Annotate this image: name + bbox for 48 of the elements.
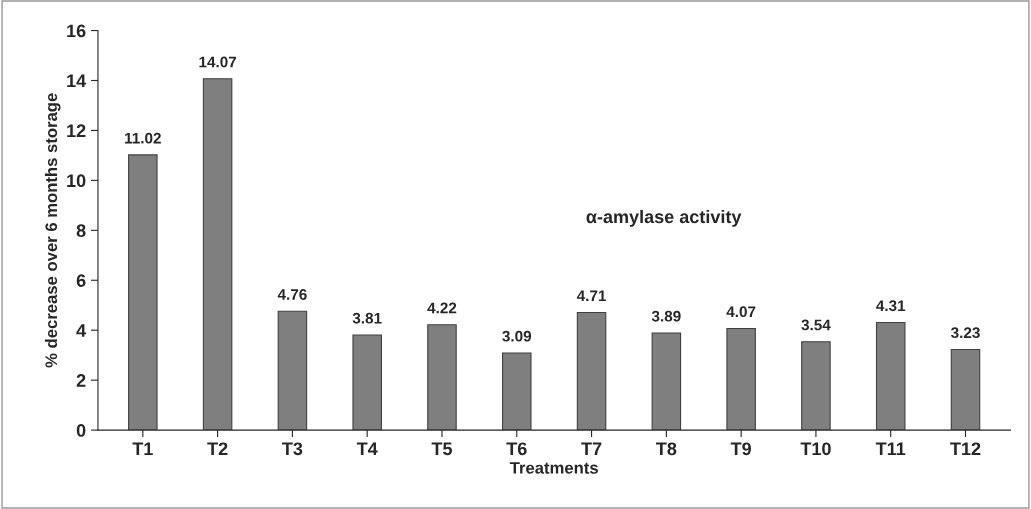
data-label: 3.09 bbox=[502, 330, 532, 342]
x-tick-label: T12 bbox=[950, 442, 981, 455]
y-tick-label: 8 bbox=[76, 224, 86, 238]
x-axis-title: Treatments bbox=[509, 462, 598, 474]
y-tick-label: 0 bbox=[76, 424, 86, 437]
y-tick-label: 6 bbox=[76, 274, 86, 287]
bar bbox=[875, 321, 906, 431]
y-tick-label: 4 bbox=[76, 324, 87, 337]
bar bbox=[502, 352, 532, 431]
data-label: 14.07 bbox=[199, 56, 237, 68]
bar bbox=[352, 334, 382, 431]
x-tick-label: T1 bbox=[132, 442, 153, 455]
x-tick-label: T2 bbox=[207, 442, 228, 455]
y-tick-label: 2 bbox=[76, 374, 86, 387]
x-tick-label: T4 bbox=[356, 442, 378, 455]
x-tick-label: T3 bbox=[282, 442, 303, 456]
x-tick-label: T5 bbox=[431, 442, 453, 456]
y-tick-label: 16 bbox=[67, 24, 86, 38]
data-label: 3.81 bbox=[352, 312, 382, 324]
y-tick-label: 10 bbox=[67, 174, 86, 188]
data-label: 3.54 bbox=[801, 319, 831, 331]
y-tick-label: 14 bbox=[67, 74, 87, 88]
data-label: 4.31 bbox=[876, 300, 906, 312]
data-label: 4.76 bbox=[277, 289, 307, 300]
data-label: 4.22 bbox=[427, 302, 457, 314]
y-axis-title: % decrease over 6 months storage bbox=[44, 93, 61, 368]
bar bbox=[801, 341, 831, 431]
bar bbox=[277, 310, 308, 431]
bar bbox=[576, 311, 607, 431]
data-label: 4.71 bbox=[576, 290, 606, 301]
data-label: 3.89 bbox=[651, 310, 681, 322]
x-tick-label: T6 bbox=[506, 442, 527, 456]
data-label: 11.02 bbox=[125, 132, 161, 144]
y-tick-label: 12 bbox=[67, 124, 86, 137]
x-tick-label: T10 bbox=[800, 442, 831, 456]
bar bbox=[726, 327, 756, 431]
x-tick-label: T7 bbox=[581, 442, 602, 455]
bar bbox=[651, 332, 682, 431]
data-label: 4.07 bbox=[726, 306, 756, 318]
data-label: 3.23 bbox=[950, 327, 980, 339]
annotation: α-amylase activity bbox=[586, 209, 742, 227]
x-tick-label: T9 bbox=[730, 442, 751, 456]
x-tick-label: T11 bbox=[875, 442, 906, 455]
x-tick-label: T8 bbox=[656, 442, 677, 456]
bar bbox=[202, 78, 233, 431]
bar bbox=[950, 348, 981, 431]
bar bbox=[427, 324, 457, 431]
bar bbox=[128, 154, 158, 431]
